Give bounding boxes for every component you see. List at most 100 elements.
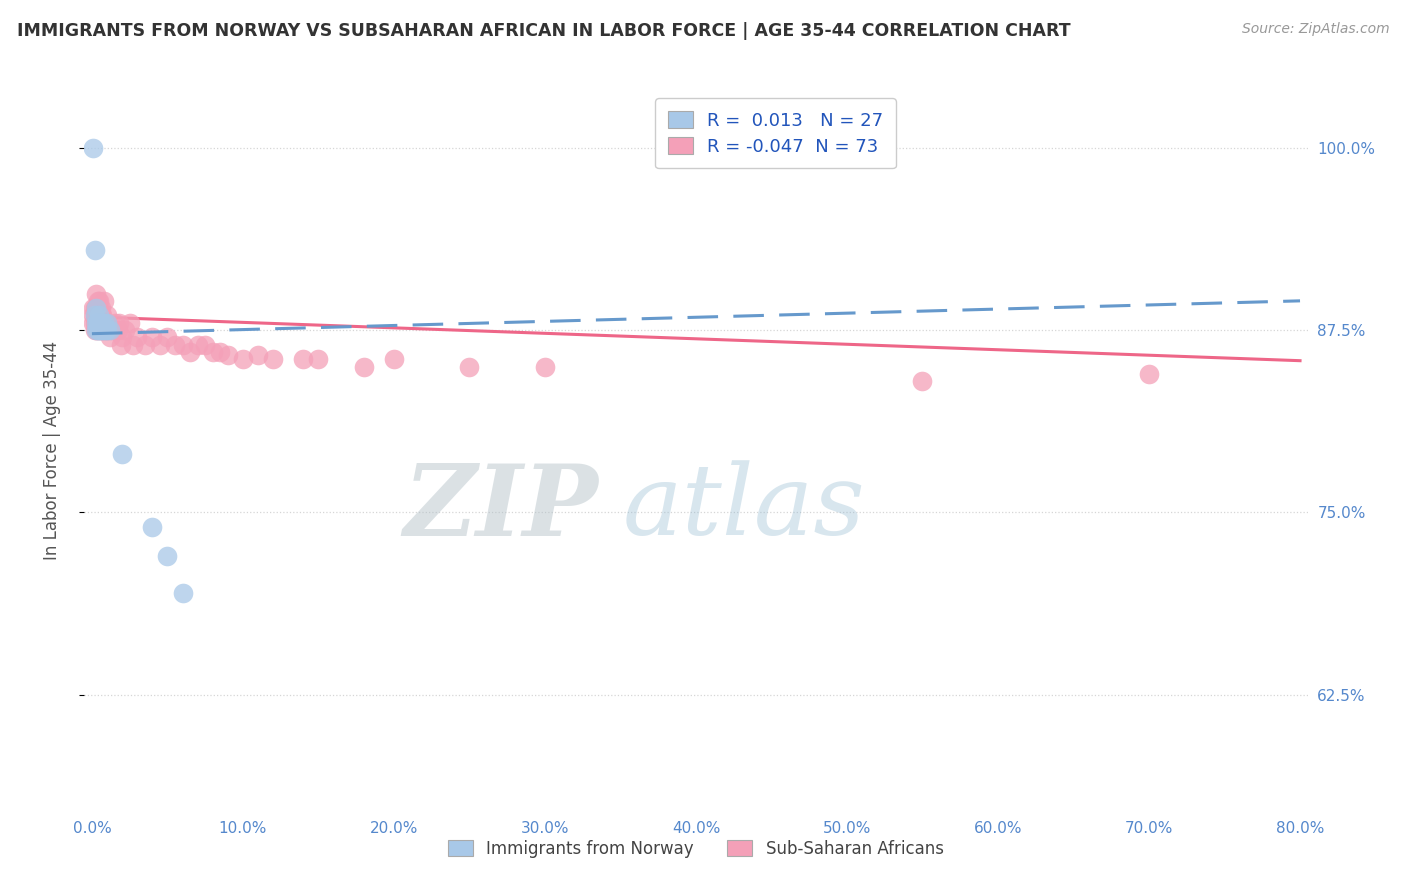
- Point: [156, 549, 179, 564]
- Point: [114, 323, 136, 337]
- Point: [292, 352, 315, 367]
- Point: [96, 309, 118, 323]
- Point: [87, 323, 110, 337]
- Point: [87, 316, 110, 330]
- Point: [89, 316, 111, 330]
- Point: [100, 323, 122, 337]
- Point: [89, 323, 111, 337]
- Point: [91, 316, 114, 330]
- Point: [86, 309, 108, 323]
- Point: [90, 323, 112, 337]
- Point: [103, 323, 125, 337]
- Point: [90, 301, 112, 315]
- Point: [98, 323, 121, 337]
- Text: ZIP: ZIP: [404, 460, 598, 557]
- Point: [91, 323, 114, 337]
- Point: [534, 359, 557, 374]
- Point: [84, 301, 107, 315]
- Point: [84, 309, 107, 323]
- Point: [90, 309, 112, 323]
- Point: [86, 316, 108, 330]
- Point: [89, 316, 111, 330]
- Point: [149, 337, 172, 351]
- Point: [82, 301, 104, 315]
- Point: [87, 323, 110, 337]
- Point: [94, 323, 117, 337]
- Point: [89, 293, 111, 308]
- Point: [201, 345, 224, 359]
- Point: [93, 293, 115, 308]
- Point: [458, 359, 481, 374]
- Point: [82, 140, 104, 154]
- Point: [307, 352, 329, 367]
- Point: [96, 316, 118, 330]
- Point: [187, 337, 209, 351]
- Point: [90, 316, 112, 330]
- Point: [911, 374, 934, 388]
- Point: [84, 323, 107, 337]
- Legend: Immigrants from Norway, Sub-Saharan Africans: Immigrants from Norway, Sub-Saharan Afri…: [441, 833, 950, 865]
- Point: [86, 316, 108, 330]
- Point: [89, 323, 111, 337]
- Point: [141, 330, 163, 344]
- Point: [93, 323, 115, 337]
- Point: [121, 337, 143, 351]
- Point: [96, 316, 118, 330]
- Point: [89, 309, 111, 323]
- Point: [98, 330, 121, 344]
- Point: [87, 293, 110, 308]
- Point: [179, 345, 201, 359]
- Point: [84, 243, 107, 257]
- Text: IMMIGRANTS FROM NORWAY VS SUBSAHARAN AFRICAN IN LABOR FORCE | AGE 35-44 CORRELAT: IMMIGRANTS FROM NORWAY VS SUBSAHARAN AFR…: [17, 22, 1070, 40]
- Point: [1137, 367, 1160, 381]
- Point: [107, 323, 129, 337]
- Point: [91, 323, 114, 337]
- Point: [194, 337, 217, 351]
- Point: [91, 316, 114, 330]
- Point: [90, 323, 112, 337]
- Text: atlas: atlas: [623, 460, 865, 556]
- Point: [127, 330, 149, 344]
- Point: [247, 348, 270, 362]
- Point: [111, 447, 134, 461]
- Point: [232, 352, 254, 367]
- Point: [156, 330, 179, 344]
- Point: [93, 316, 115, 330]
- Point: [87, 309, 110, 323]
- Text: Source: ZipAtlas.com: Source: ZipAtlas.com: [1241, 22, 1389, 37]
- Point: [96, 323, 118, 337]
- Point: [93, 316, 115, 330]
- Point: [84, 316, 107, 330]
- Point: [108, 316, 131, 330]
- Point: [86, 316, 108, 330]
- Point: [91, 309, 114, 323]
- Point: [172, 337, 194, 351]
- Point: [94, 316, 117, 330]
- Point: [103, 316, 125, 330]
- Point: [86, 286, 108, 301]
- Point: [84, 309, 107, 323]
- Point: [110, 337, 132, 351]
- Y-axis label: In Labor Force | Age 35-44: In Labor Force | Age 35-44: [42, 341, 60, 560]
- Point: [118, 316, 141, 330]
- Point: [96, 323, 118, 337]
- Point: [87, 316, 110, 330]
- Point: [172, 586, 194, 600]
- Point: [87, 301, 110, 315]
- Point: [94, 323, 117, 337]
- Point: [86, 323, 108, 337]
- Point: [217, 348, 239, 362]
- Point: [134, 337, 156, 351]
- Point: [90, 316, 112, 330]
- Point: [89, 309, 111, 323]
- Point: [382, 352, 405, 367]
- Point: [86, 301, 108, 315]
- Point: [353, 359, 375, 374]
- Point: [262, 352, 284, 367]
- Point: [90, 316, 112, 330]
- Point: [209, 345, 232, 359]
- Point: [111, 330, 134, 344]
- Point: [86, 301, 108, 315]
- Point: [87, 316, 110, 330]
- Point: [163, 337, 186, 351]
